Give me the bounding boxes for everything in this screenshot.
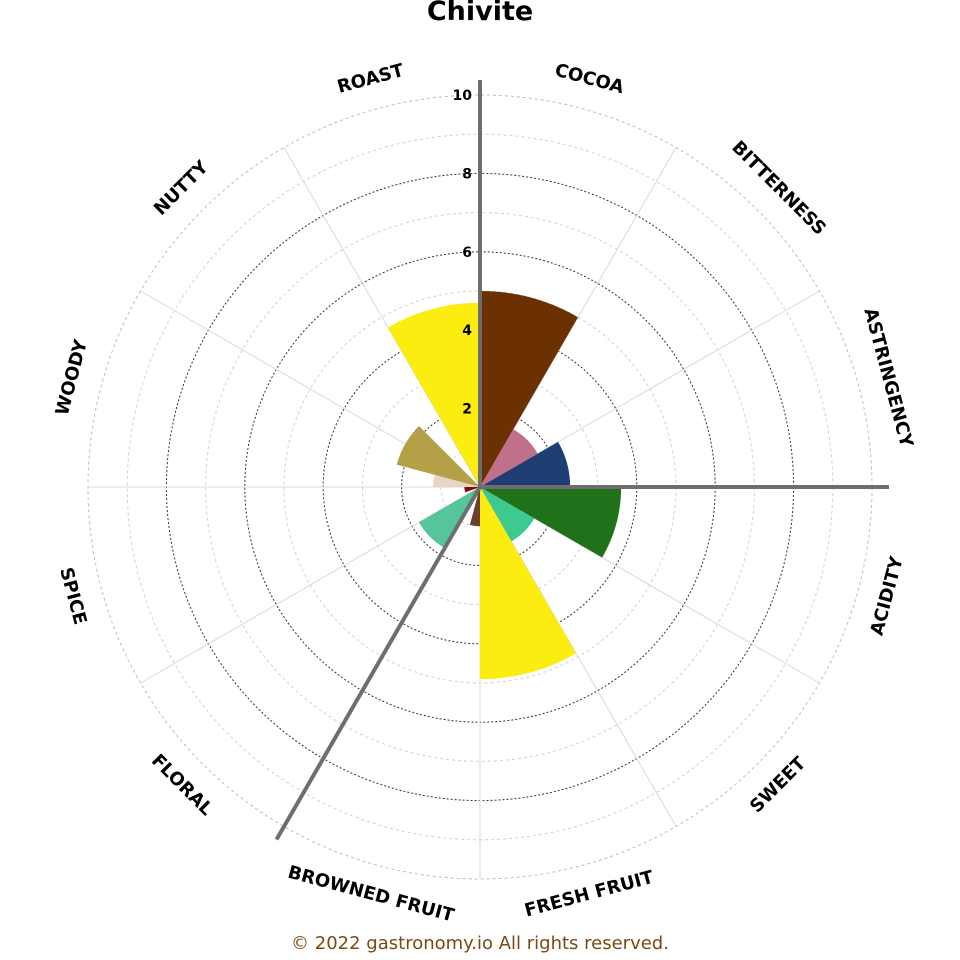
bar-cocoa-0 xyxy=(480,291,578,487)
category-label-sweet: SWEET xyxy=(746,752,811,817)
bar-acidity-4 xyxy=(480,487,535,542)
category-label-nutty: NUTTY xyxy=(150,156,213,219)
category-label-acidity: ACIDITY xyxy=(867,553,908,637)
bar-astringency-3 xyxy=(480,487,622,558)
spoke-5 xyxy=(479,486,677,827)
spoke-4 xyxy=(479,486,820,684)
copyright-footer: © 2022 gastronomy.io All rights reserved… xyxy=(291,933,669,954)
category-label-fresh-fruit: FRESH FRUIT xyxy=(522,867,656,922)
category-label-bitterness: BITTERNESS xyxy=(727,137,830,240)
chart-title: Chivite xyxy=(426,0,534,27)
category-label-astringency: ASTRINGENCY xyxy=(859,306,917,451)
spoke-2 xyxy=(479,290,820,488)
bar-spice-9 xyxy=(432,474,480,487)
category-label-woody: WOODY xyxy=(52,337,92,418)
tick-label-10: 10 xyxy=(453,88,473,104)
spoke-8 xyxy=(140,486,481,684)
highlight-axis-browned-fruit xyxy=(274,486,482,841)
bar-layer xyxy=(387,291,622,680)
tick-label-2: 2 xyxy=(462,402,472,418)
tick-label-4: 4 xyxy=(462,323,472,339)
tick-label-6: 6 xyxy=(462,245,472,261)
bar-nutty-11 xyxy=(387,302,480,487)
category-label-browned-fruit: BROWNED FRUIT xyxy=(286,862,457,927)
category-label-cocoa: COCOA xyxy=(553,60,627,99)
tick-label-8: 8 xyxy=(462,166,472,182)
bar-sweet-5 xyxy=(480,487,577,680)
bar-bitterness-2 xyxy=(480,441,571,487)
bar-browned-fruit-7 xyxy=(418,487,480,549)
bar-floral-8 xyxy=(464,487,480,493)
bar-woody-10 xyxy=(396,426,480,487)
bar-cocoa-1 xyxy=(480,429,538,487)
bar-fresh-fruit-6 xyxy=(469,487,480,527)
axis-layer xyxy=(274,80,889,841)
category-label-floral: FLORAL xyxy=(147,750,217,820)
category-label-spice: SPICE xyxy=(55,565,90,627)
category-label-roast: ROAST xyxy=(335,60,407,98)
